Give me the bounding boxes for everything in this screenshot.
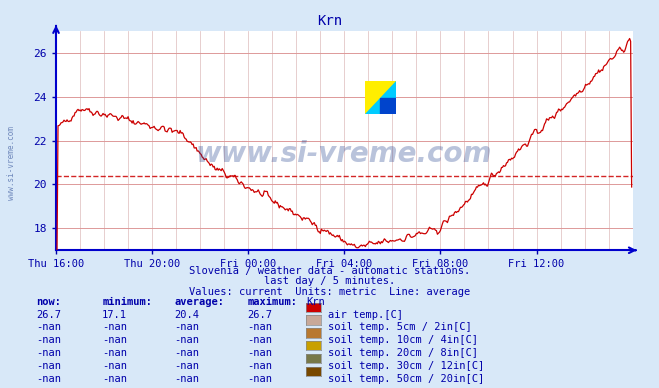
Text: -nan: -nan: [36, 348, 61, 358]
Text: 26.7: 26.7: [36, 310, 61, 320]
Text: -nan: -nan: [102, 361, 127, 371]
Text: now:: now:: [36, 297, 61, 307]
Polygon shape: [364, 81, 396, 114]
Text: -nan: -nan: [175, 348, 200, 358]
Text: Krn: Krn: [306, 297, 325, 307]
Text: -nan: -nan: [247, 348, 272, 358]
Text: -nan: -nan: [102, 374, 127, 384]
Text: average:: average:: [175, 297, 225, 307]
Text: last day / 5 minutes.: last day / 5 minutes.: [264, 276, 395, 286]
Text: soil temp. 50cm / 20in[C]: soil temp. 50cm / 20in[C]: [328, 374, 484, 384]
Text: -nan: -nan: [175, 374, 200, 384]
Text: Values: current  Units: metric  Line: average: Values: current Units: metric Line: aver…: [189, 287, 470, 297]
Text: www.si-vreme.com: www.si-vreme.com: [196, 140, 492, 168]
Bar: [380, 98, 396, 114]
Text: -nan: -nan: [247, 361, 272, 371]
Text: minimum:: minimum:: [102, 297, 152, 307]
Text: 26.7: 26.7: [247, 310, 272, 320]
Text: soil temp. 20cm / 8in[C]: soil temp. 20cm / 8in[C]: [328, 348, 478, 358]
Text: -nan: -nan: [102, 322, 127, 333]
Text: -nan: -nan: [175, 361, 200, 371]
Text: -nan: -nan: [247, 374, 272, 384]
Text: -nan: -nan: [36, 361, 61, 371]
Text: 17.1: 17.1: [102, 310, 127, 320]
Text: Slovenia / weather data - automatic stations.: Slovenia / weather data - automatic stat…: [189, 266, 470, 276]
Text: www.si-vreme.com: www.si-vreme.com: [7, 126, 16, 200]
Text: Krn: Krn: [317, 14, 342, 28]
Text: -nan: -nan: [36, 335, 61, 345]
Polygon shape: [364, 81, 396, 114]
Text: soil temp. 30cm / 12in[C]: soil temp. 30cm / 12in[C]: [328, 361, 484, 371]
Text: -nan: -nan: [102, 348, 127, 358]
Text: soil temp. 5cm / 2in[C]: soil temp. 5cm / 2in[C]: [328, 322, 471, 333]
Text: -nan: -nan: [102, 335, 127, 345]
Text: 20.4: 20.4: [175, 310, 200, 320]
Text: -nan: -nan: [175, 335, 200, 345]
Text: soil temp. 10cm / 4in[C]: soil temp. 10cm / 4in[C]: [328, 335, 478, 345]
Text: -nan: -nan: [247, 322, 272, 333]
Text: -nan: -nan: [247, 335, 272, 345]
Text: air temp.[C]: air temp.[C]: [328, 310, 403, 320]
Text: -nan: -nan: [36, 322, 61, 333]
Text: -nan: -nan: [36, 374, 61, 384]
Text: maximum:: maximum:: [247, 297, 297, 307]
Text: -nan: -nan: [175, 322, 200, 333]
